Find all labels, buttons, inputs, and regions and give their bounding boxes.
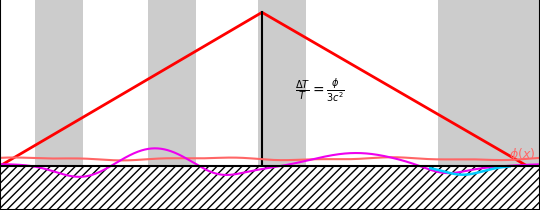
Bar xyxy=(0,166,540,210)
Bar xyxy=(148,0,196,210)
Bar xyxy=(35,0,83,210)
Text: $\phi(x)$: $\phi(x)$ xyxy=(509,146,535,163)
Bar xyxy=(438,0,540,210)
Bar xyxy=(258,0,306,210)
Text: $\frac{\Delta T}{T} = \frac{\phi}{3c^2}$: $\frac{\Delta T}{T} = \frac{\phi}{3c^2}$ xyxy=(295,76,345,104)
